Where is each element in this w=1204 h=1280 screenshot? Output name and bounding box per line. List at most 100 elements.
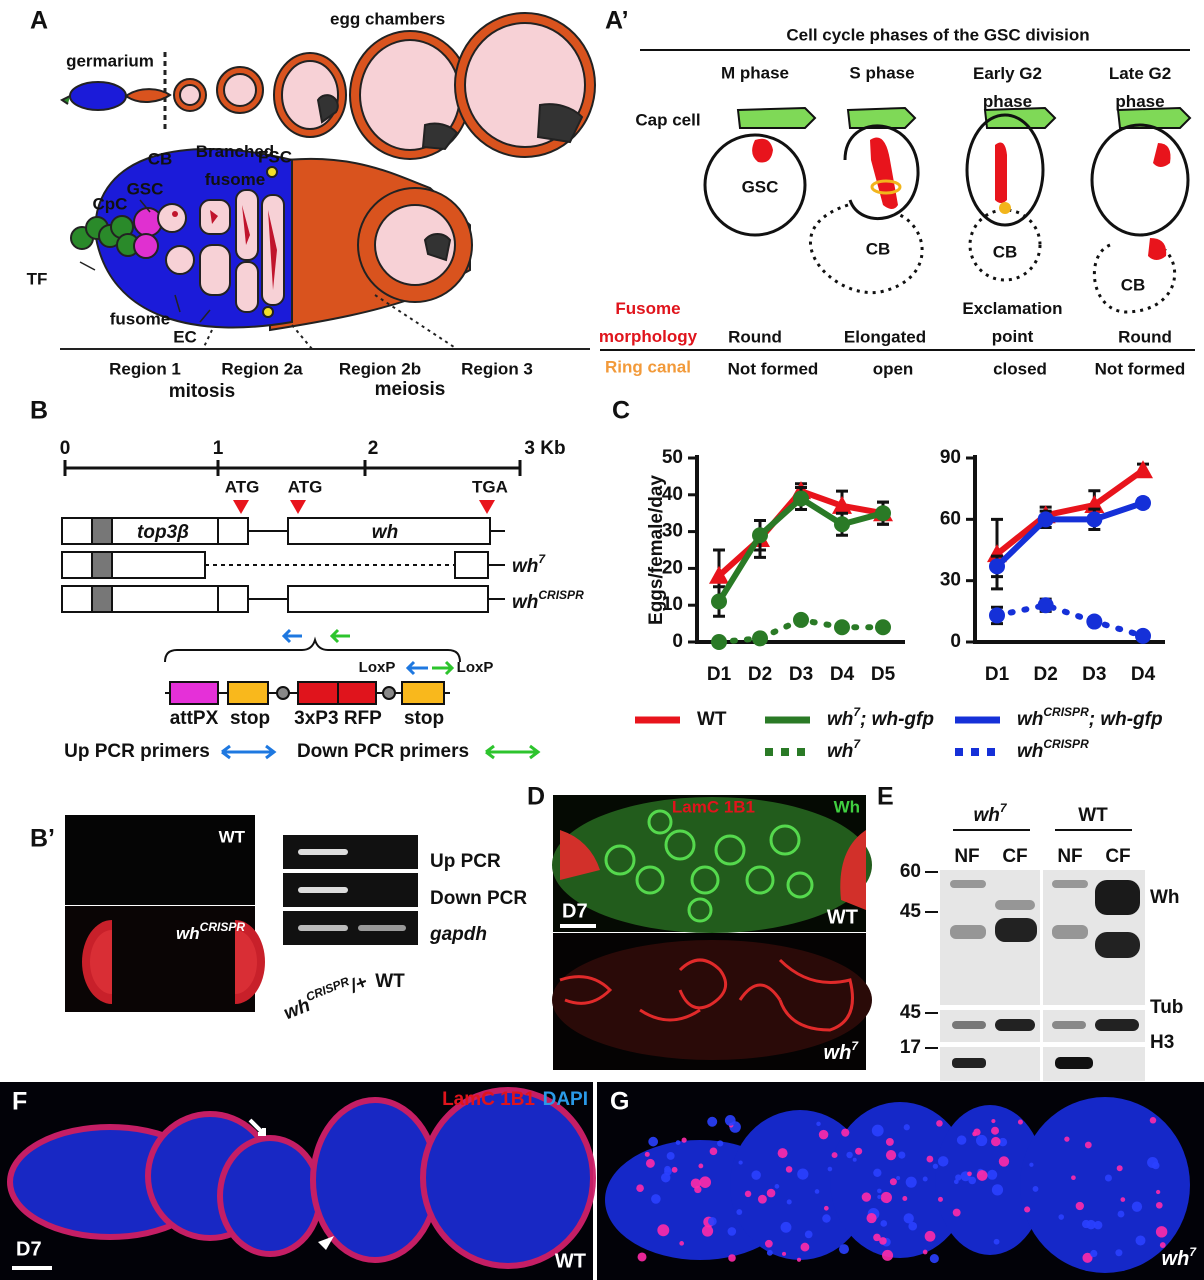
nucleus-dot [937, 1196, 943, 1202]
nucleus-dot [707, 1116, 718, 1127]
y-tick-label: 40 [662, 484, 683, 505]
x-tick-label: D4 [1131, 664, 1156, 685]
nucleus-dot [1086, 1219, 1096, 1230]
nucleus-dot [1093, 1220, 1103, 1230]
nucleus-dot [1064, 1136, 1070, 1142]
x-tick-label: D1 [707, 664, 732, 685]
nucleus-dot [1115, 1249, 1123, 1257]
nucleus-dot [871, 1124, 884, 1137]
nucleus-dot [744, 1190, 752, 1198]
label: CB [866, 239, 891, 258]
nucleus-dot [827, 1166, 833, 1172]
label: germarium [66, 51, 154, 70]
marker [711, 593, 727, 610]
nucleus-dot [831, 1152, 838, 1159]
nucleus-dot [823, 1205, 829, 1211]
gene-diagram [61, 460, 541, 760]
nucleus-dot [1075, 1201, 1084, 1211]
nucleus-dot [905, 1176, 917, 1188]
nucleus-dot [877, 1194, 882, 1199]
nucleus-dot [774, 1184, 780, 1189]
nucleus-dot [728, 1254, 736, 1262]
nucleus-dot [972, 1131, 977, 1137]
x-tick-label: D2 [1034, 664, 1058, 685]
nucleus-dot [880, 1191, 892, 1204]
label: WT [219, 827, 246, 846]
nucleus-dot [967, 1171, 972, 1177]
legend-entry: wh7; wh-gfp [765, 705, 934, 730]
nucleus-dot [1104, 1174, 1112, 1182]
nucleus-dot [727, 1227, 737, 1236]
legend-label: wh7 [827, 737, 861, 762]
ring-canal: Not formed [728, 359, 819, 378]
nucleus-dot [736, 1209, 743, 1215]
panel-label: A’ [605, 7, 629, 35]
label: CF [1105, 846, 1130, 867]
label: fusome [110, 309, 170, 328]
label: WT [1078, 805, 1108, 826]
label: Branched fusome [195, 142, 275, 189]
nucleus-dot [855, 1147, 863, 1155]
nucleus-dot [1084, 1141, 1092, 1149]
marker [834, 619, 850, 636]
label: attPX [170, 708, 219, 729]
nucleus-dot [968, 1176, 977, 1185]
nucleus-dot [738, 1160, 743, 1165]
nucleus-dot [975, 1134, 988, 1147]
nucleus-dot [885, 1150, 897, 1161]
mw-label: 45 [900, 1002, 922, 1023]
nucleus-dot [877, 1188, 882, 1194]
nucleus-dot [1090, 1249, 1098, 1258]
label: meiosis [375, 379, 446, 400]
nucleus-dot [838, 1244, 850, 1255]
marker [709, 565, 729, 584]
nucleus-dot [873, 1233, 881, 1242]
label: gapdh [429, 924, 487, 945]
nucleus-dot [777, 1148, 788, 1159]
codon: ATG [288, 477, 323, 496]
allele: wh7 [512, 552, 546, 577]
stain: DAPI [543, 1089, 588, 1110]
legend-label: whCRISPR; wh-gfp [1017, 705, 1163, 730]
nucleus-dot [885, 1137, 894, 1146]
nucleus-dot [903, 1213, 914, 1224]
nucleus-dot [757, 1194, 767, 1204]
label: WT [827, 906, 858, 928]
nucleus-dot [814, 1189, 820, 1194]
panel-label: D [527, 783, 545, 811]
nucleus-dot [1155, 1226, 1168, 1238]
legend-entry: whCRISPR [955, 737, 1089, 762]
legend-entry: wh7 [765, 737, 861, 762]
nucleus-dot [896, 1176, 901, 1181]
nucleus-dot [903, 1124, 910, 1131]
nucleus-dot [953, 1179, 959, 1185]
nucleus-dot [1071, 1175, 1076, 1181]
scale-label: 1 [213, 438, 224, 459]
nucleus-dot [671, 1166, 678, 1173]
label: Up PCR primers [64, 741, 210, 762]
label: CB [993, 242, 1018, 261]
cell-cycle-diagram [600, 49, 1195, 351]
marker [989, 558, 1005, 575]
series-line [995, 467, 1145, 557]
label: LoxP [359, 659, 396, 676]
morphology: Elongated [844, 327, 926, 346]
nucleus-dot [952, 1208, 961, 1217]
region-label: Region 1 [109, 359, 181, 378]
nucleus-dot [898, 1151, 906, 1159]
nucleus-dot [1147, 1156, 1159, 1169]
micrograph-f [0, 1082, 596, 1280]
label: LoxP [457, 659, 494, 676]
nucleus-dot [804, 1230, 813, 1239]
nucleus-dot [764, 1239, 773, 1248]
x-tick-label: D4 [830, 664, 855, 685]
nucleus-dot [648, 1136, 659, 1147]
label: EC [173, 327, 197, 346]
marker [875, 619, 891, 636]
label: CF [1002, 846, 1027, 867]
marker [1086, 511, 1103, 528]
panel-label: E [877, 783, 894, 811]
nucleus-dot [636, 1184, 644, 1193]
label: NF [954, 846, 979, 867]
nucleus-dot [681, 1137, 687, 1143]
